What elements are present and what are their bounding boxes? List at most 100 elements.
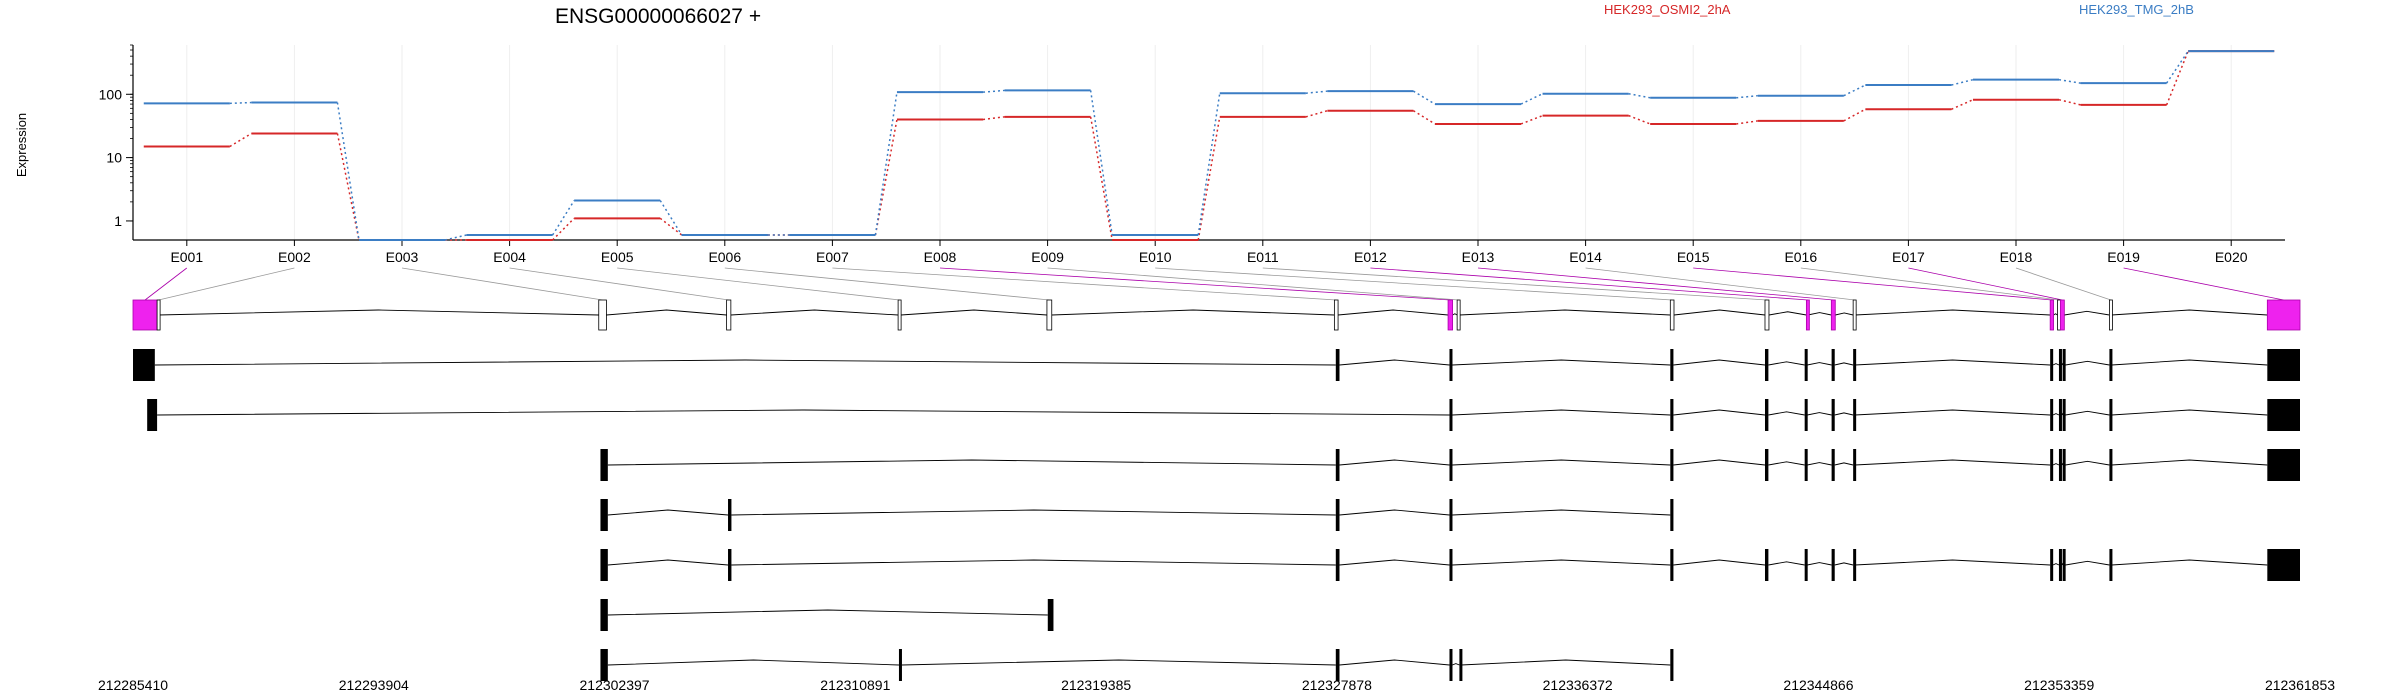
data-connector bbox=[1413, 110, 1436, 125]
data-connector bbox=[874, 119, 898, 236]
transcript-exon bbox=[1764, 449, 1769, 481]
x-tick-label: E014 bbox=[1569, 249, 1602, 265]
transcript-exon bbox=[1670, 449, 1674, 481]
transcript-exon bbox=[1670, 499, 1674, 531]
intron bbox=[1855, 309, 2051, 316]
data-connector bbox=[659, 200, 683, 236]
intron bbox=[157, 409, 1450, 416]
intron bbox=[1807, 462, 1832, 466]
x-tick-label: E015 bbox=[1677, 249, 1710, 265]
exon-connector bbox=[1477, 267, 1834, 301]
exon-connector bbox=[832, 267, 1337, 301]
intron bbox=[2065, 460, 2110, 466]
transcript-exon bbox=[1804, 349, 1808, 381]
gene-exon bbox=[726, 299, 732, 331]
transcript-exon bbox=[2058, 399, 2062, 431]
intron bbox=[1834, 562, 1854, 566]
intron bbox=[1834, 412, 1854, 416]
transcript-exon bbox=[1459, 649, 1463, 681]
x-tick-label: E006 bbox=[708, 249, 741, 265]
transcript-exon bbox=[2109, 399, 2113, 431]
exon-connector bbox=[158, 267, 295, 301]
chart-title: ENSG00000066027 + bbox=[555, 5, 761, 28]
gene-exon bbox=[2049, 299, 2054, 331]
intron bbox=[1452, 663, 1460, 666]
transcript-exon bbox=[1670, 549, 1674, 581]
data-connector bbox=[336, 133, 360, 241]
x-tick-label: E007 bbox=[816, 249, 849, 265]
transcript-exon bbox=[728, 499, 732, 531]
data-connector bbox=[1089, 116, 1113, 241]
coordinate-label: 212319385 bbox=[1061, 677, 1131, 693]
transcript-exon bbox=[600, 599, 608, 631]
transcript-exon bbox=[2062, 549, 2066, 581]
intron bbox=[607, 459, 1336, 466]
coordinate-label: 212293904 bbox=[339, 677, 409, 693]
transcript-exon bbox=[1853, 399, 1857, 431]
intron bbox=[1051, 309, 1335, 316]
intron bbox=[1339, 559, 1450, 566]
transcript-exon bbox=[1853, 449, 1857, 481]
transcript-exon bbox=[728, 549, 732, 581]
gene-exon bbox=[1830, 299, 1836, 331]
transcript-5 bbox=[600, 549, 2300, 581]
intron bbox=[1673, 409, 1766, 416]
intron bbox=[154, 359, 1336, 366]
intron bbox=[1807, 312, 1832, 316]
chart-gridlines bbox=[186, 45, 2232, 240]
exon-connector bbox=[2015, 267, 2112, 301]
intron bbox=[1339, 459, 1450, 466]
exon-connector bbox=[1800, 267, 2060, 301]
gene-exon bbox=[2109, 299, 2113, 331]
x-tick-label: E008 bbox=[924, 249, 957, 265]
transcript-2 bbox=[147, 399, 2300, 431]
gene-exon bbox=[1852, 299, 1857, 331]
transcript-exon bbox=[1335, 499, 1340, 531]
data-connector bbox=[229, 101, 252, 105]
exon-connector bbox=[1370, 267, 1808, 301]
transcript-exon bbox=[2062, 349, 2066, 381]
x-tick-label: E003 bbox=[386, 249, 419, 265]
transcript-1 bbox=[133, 349, 2300, 381]
data-connector bbox=[1736, 94, 1758, 99]
data-connector bbox=[1089, 90, 1113, 236]
exon-connector bbox=[1693, 267, 2052, 301]
exon-connector bbox=[1908, 267, 2063, 301]
transcript-exon bbox=[2050, 449, 2054, 481]
x-tick-label: E004 bbox=[493, 249, 526, 265]
transcript-exon bbox=[1449, 499, 1453, 531]
transcript-4 bbox=[600, 499, 1674, 531]
intron bbox=[2111, 359, 2268, 366]
gene-model-track bbox=[132, 299, 2301, 331]
intron bbox=[1768, 411, 1805, 416]
coordinate-label: 212353359 bbox=[2024, 677, 2094, 693]
coordinate-label: 212302397 bbox=[580, 677, 650, 693]
transcript-exon bbox=[1764, 349, 1769, 381]
exon-connector bbox=[509, 267, 729, 301]
exon-connector bbox=[1047, 267, 1459, 301]
exon-connector bbox=[2123, 267, 2284, 301]
transcript-exon bbox=[2058, 349, 2062, 381]
y-axis-label: Expression bbox=[14, 113, 29, 177]
data-connector bbox=[552, 200, 575, 236]
transcript-exon bbox=[600, 499, 608, 531]
intron bbox=[1452, 559, 1671, 566]
gene-exon bbox=[897, 299, 902, 331]
intron bbox=[1452, 313, 1458, 316]
data-connector bbox=[2166, 50, 2189, 84]
intron bbox=[1459, 309, 1671, 316]
intron bbox=[2053, 313, 2058, 316]
intron bbox=[2052, 413, 2060, 416]
intron bbox=[2065, 360, 2110, 366]
intron bbox=[731, 509, 1336, 516]
transcript-exon bbox=[2062, 399, 2066, 431]
data-connector bbox=[1197, 116, 1221, 241]
gene-exon bbox=[1046, 299, 1053, 331]
exon-connector bbox=[617, 267, 900, 301]
x-tick-label: E018 bbox=[2000, 249, 2033, 265]
x-tick-label: E010 bbox=[1139, 249, 1172, 265]
x-tick-label: E009 bbox=[1031, 249, 1064, 265]
x-tick-label: E001 bbox=[170, 249, 203, 265]
intron bbox=[1768, 561, 1805, 566]
coordinate-label: 212285410 bbox=[98, 677, 168, 693]
